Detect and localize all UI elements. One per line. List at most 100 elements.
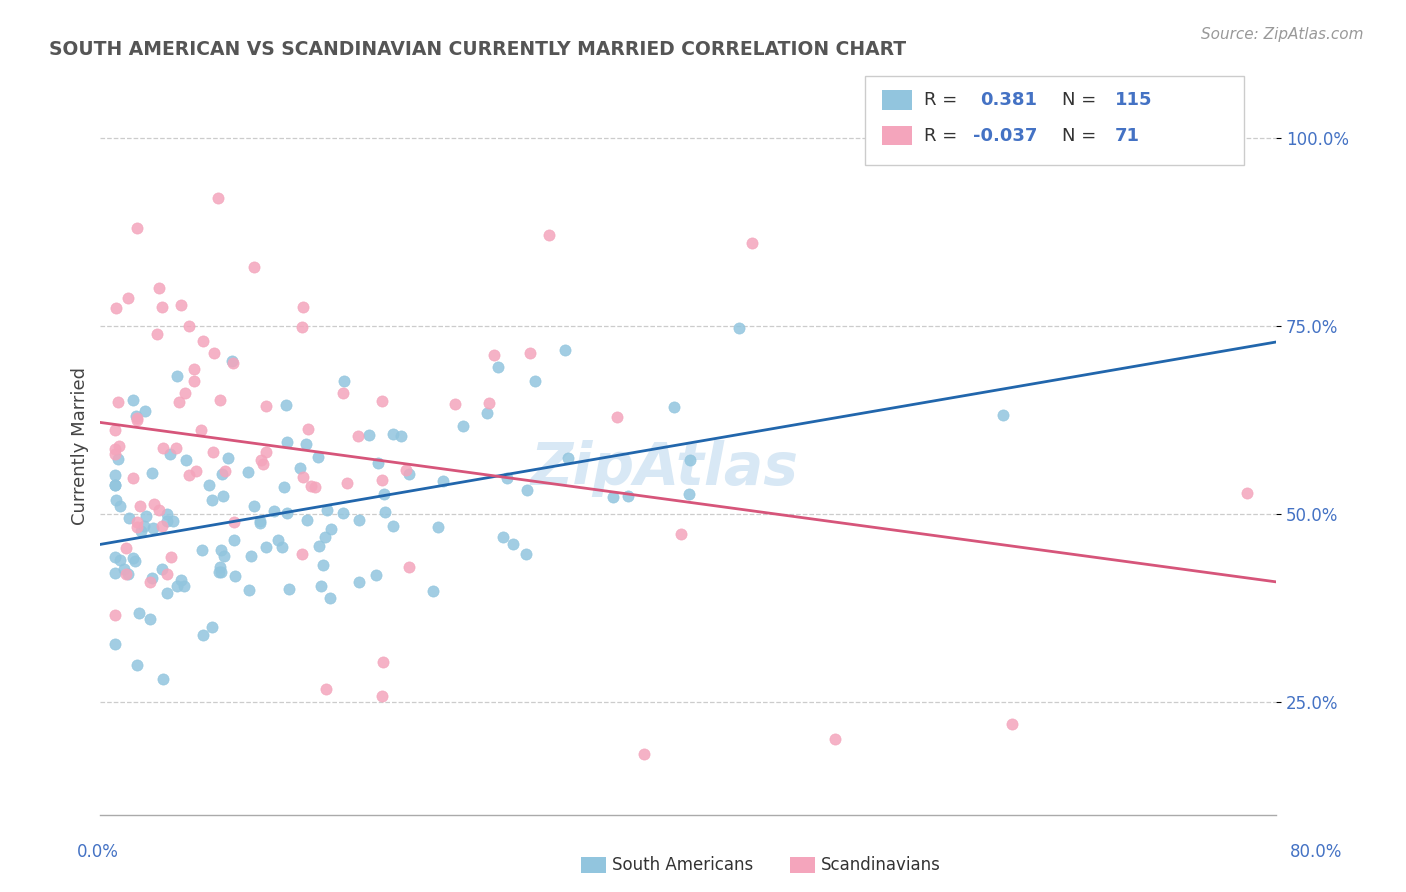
Text: 115: 115 <box>1115 91 1153 109</box>
Point <box>152 672 174 686</box>
Point <box>238 465 260 479</box>
Point <box>307 450 329 464</box>
Point <box>211 489 233 503</box>
Point <box>139 612 162 626</box>
Point <box>183 361 205 376</box>
Point <box>357 427 380 442</box>
Point <box>633 747 655 762</box>
Point <box>606 409 628 424</box>
Point <box>193 628 215 642</box>
Text: R =: R = <box>924 127 963 145</box>
Point <box>166 578 188 592</box>
Y-axis label: Currently Married: Currently Married <box>72 367 89 525</box>
Point <box>249 516 271 530</box>
Text: N =: N = <box>1062 127 1101 145</box>
Text: N =: N = <box>1062 91 1101 109</box>
Point <box>679 452 702 467</box>
Text: 71: 71 <box>1115 127 1140 145</box>
Text: South Americans: South Americans <box>612 856 752 874</box>
Point <box>426 520 449 534</box>
Point <box>142 497 165 511</box>
Point <box>515 547 537 561</box>
Point <box>121 551 143 566</box>
Point <box>104 423 127 437</box>
Point <box>243 260 266 275</box>
Point <box>389 429 412 443</box>
Point <box>214 464 236 478</box>
Point <box>1236 486 1258 500</box>
Text: Source: ZipAtlas.com: Source: ZipAtlas.com <box>1201 27 1364 42</box>
Text: -0.037: -0.037 <box>973 127 1038 145</box>
Point <box>315 682 337 697</box>
Point <box>239 549 262 563</box>
Point <box>150 562 173 576</box>
Point <box>252 458 274 472</box>
Point <box>104 467 127 482</box>
Point <box>212 549 235 563</box>
Point <box>211 467 233 481</box>
Point <box>112 562 135 576</box>
Point <box>288 461 311 475</box>
Point <box>127 413 149 427</box>
Point <box>124 554 146 568</box>
Point <box>319 522 342 536</box>
Point <box>1000 717 1022 731</box>
Point <box>108 553 131 567</box>
Point <box>222 516 245 530</box>
Point <box>254 400 277 414</box>
Point <box>134 404 156 418</box>
Point <box>104 477 127 491</box>
Point <box>432 474 454 488</box>
Point <box>371 473 394 487</box>
Point <box>617 489 640 503</box>
Point <box>370 394 392 409</box>
Point <box>332 506 354 520</box>
Point <box>295 512 318 526</box>
Point <box>129 499 152 513</box>
Point <box>373 504 395 518</box>
Point <box>276 506 298 520</box>
Point <box>678 486 700 500</box>
Point <box>537 228 560 243</box>
Point <box>156 514 179 528</box>
Point <box>367 456 389 470</box>
Point <box>250 453 273 467</box>
Point <box>557 451 579 466</box>
Point <box>371 655 394 669</box>
Point <box>174 453 197 467</box>
Point <box>160 549 183 564</box>
Point <box>256 445 278 459</box>
Point <box>991 408 1014 422</box>
Point <box>183 374 205 388</box>
Point <box>222 533 245 547</box>
Point <box>554 343 576 357</box>
Point <box>110 500 132 514</box>
Point <box>141 571 163 585</box>
Point <box>382 519 405 533</box>
Point <box>297 422 319 436</box>
Point <box>125 409 148 423</box>
Point <box>129 524 152 538</box>
Point <box>208 566 231 580</box>
Point <box>155 585 177 599</box>
Point <box>382 427 405 442</box>
Point <box>478 396 501 410</box>
Point <box>602 490 624 504</box>
Point <box>200 620 222 634</box>
Text: 80.0%: 80.0% <box>1291 843 1343 861</box>
Point <box>316 503 339 517</box>
Point <box>741 235 763 250</box>
Point <box>254 540 277 554</box>
Point <box>398 467 420 481</box>
Point <box>299 479 322 493</box>
Point <box>186 464 208 478</box>
Point <box>150 519 173 533</box>
Point <box>209 543 232 558</box>
Point <box>107 451 129 466</box>
Point <box>177 318 200 333</box>
Point <box>159 447 181 461</box>
Point <box>486 360 509 375</box>
Point <box>104 607 127 622</box>
Point <box>115 566 138 581</box>
Point <box>122 393 145 408</box>
